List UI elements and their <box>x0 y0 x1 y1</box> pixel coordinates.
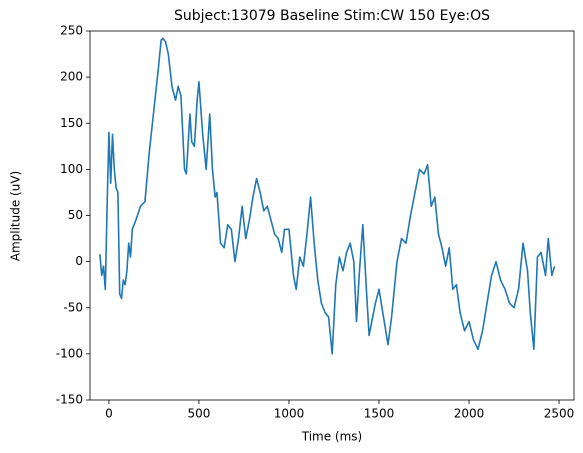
y-axis-label: Amplitude (uV) <box>9 171 23 262</box>
plot-frame <box>89 30 575 401</box>
x-axis-label: Time (ms) <box>301 430 363 444</box>
y-tick-label: -50 <box>63 300 83 314</box>
chart-title: Subject:13079 Baseline Stim:CW 150 Eye:O… <box>174 8 490 24</box>
x-tick-label: 1500 <box>364 407 395 421</box>
x-tick-label: 2500 <box>544 407 575 421</box>
y-tick-label: 250 <box>60 24 83 38</box>
y-tick-label: 0 <box>75 254 83 268</box>
line-series <box>99 37 556 355</box>
y-tick-label: 150 <box>60 116 83 130</box>
x-tick-label: 500 <box>187 407 210 421</box>
x-tick-label: 2000 <box>454 407 485 421</box>
y-tick-label: -100 <box>56 346 83 360</box>
y-tick-label: 100 <box>60 162 83 176</box>
y-tick-label: 200 <box>60 70 83 84</box>
y-tick-label: 50 <box>68 208 83 222</box>
y-tick-label: -150 <box>56 393 83 407</box>
x-tick-label: 0 <box>105 407 113 421</box>
x-tick-label: 1000 <box>274 407 305 421</box>
